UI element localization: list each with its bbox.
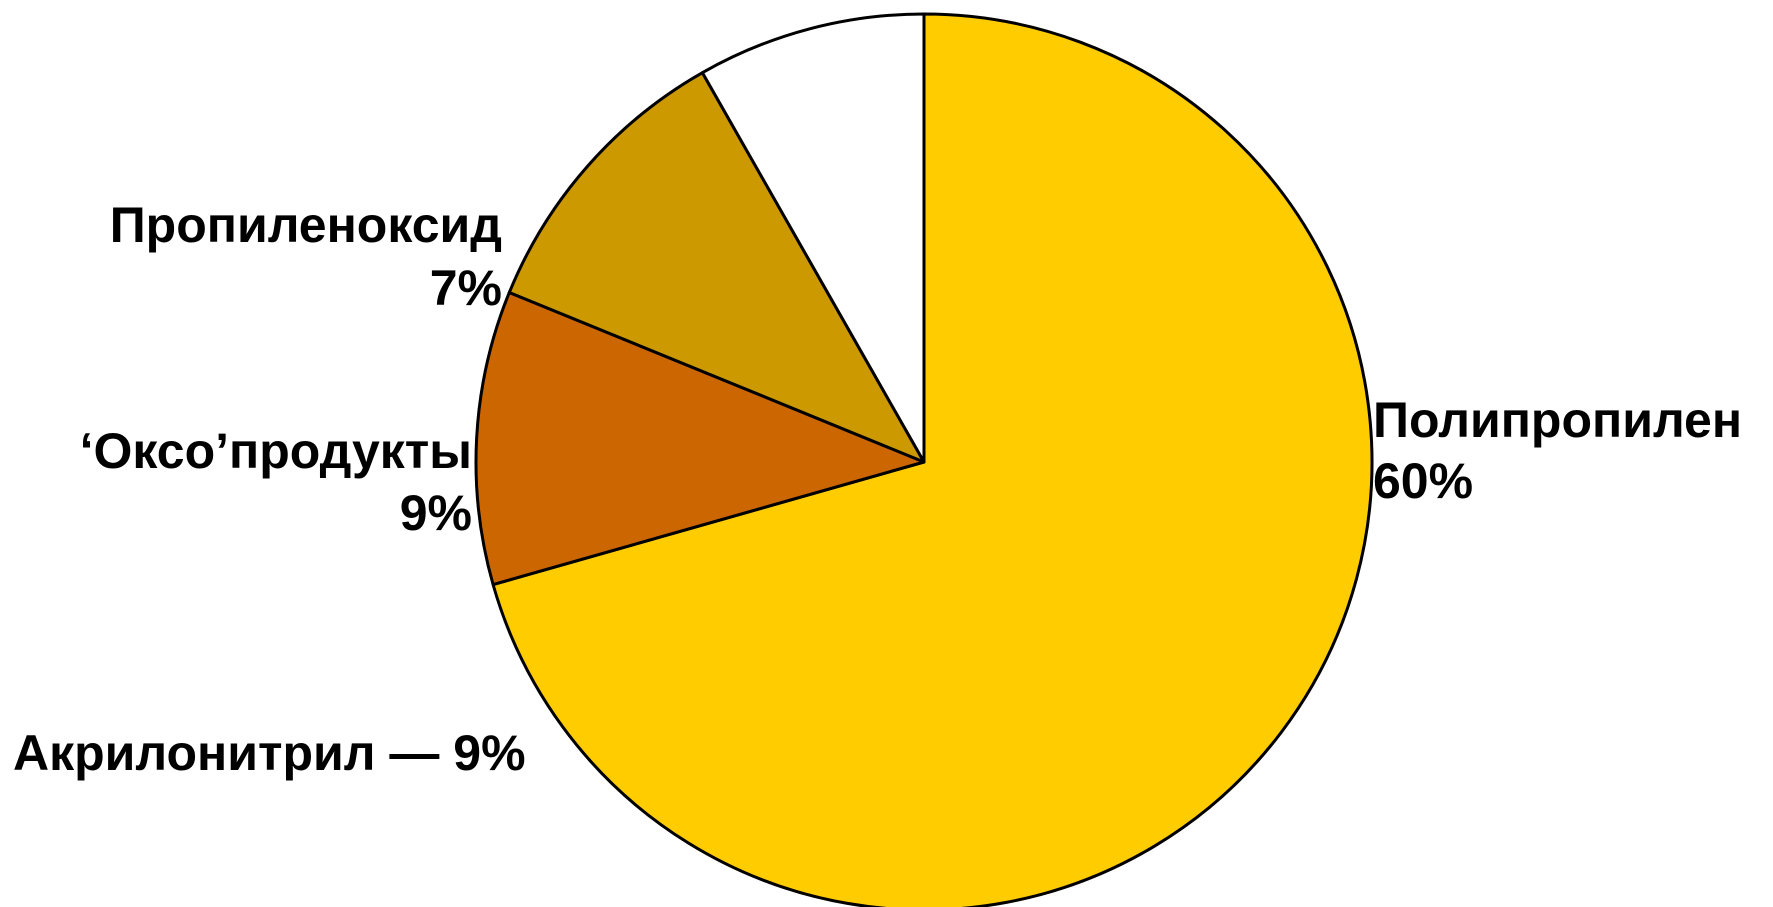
pie-slice-3	[507, 71, 926, 464]
label-oxo-name: ‘Оксо’продукты	[80, 423, 472, 479]
pie-slice-4	[700, 12, 926, 464]
pie-slice-1	[491, 12, 1374, 907]
pie-slice-2	[474, 290, 926, 587]
label-propylene-oxide-name: Пропиленоксид	[110, 197, 502, 253]
label-acrylonitrile: Акрилонитрил — 9%	[13, 725, 526, 781]
label-propylene-oxide-value: 7%	[430, 260, 502, 316]
label-polypropylene-name: Полипропилен	[1373, 392, 1742, 448]
label-oxo-value: 9%	[400, 485, 472, 541]
pie-slices	[474, 12, 1374, 907]
label-polypropylene-value: 60%	[1373, 453, 1473, 509]
